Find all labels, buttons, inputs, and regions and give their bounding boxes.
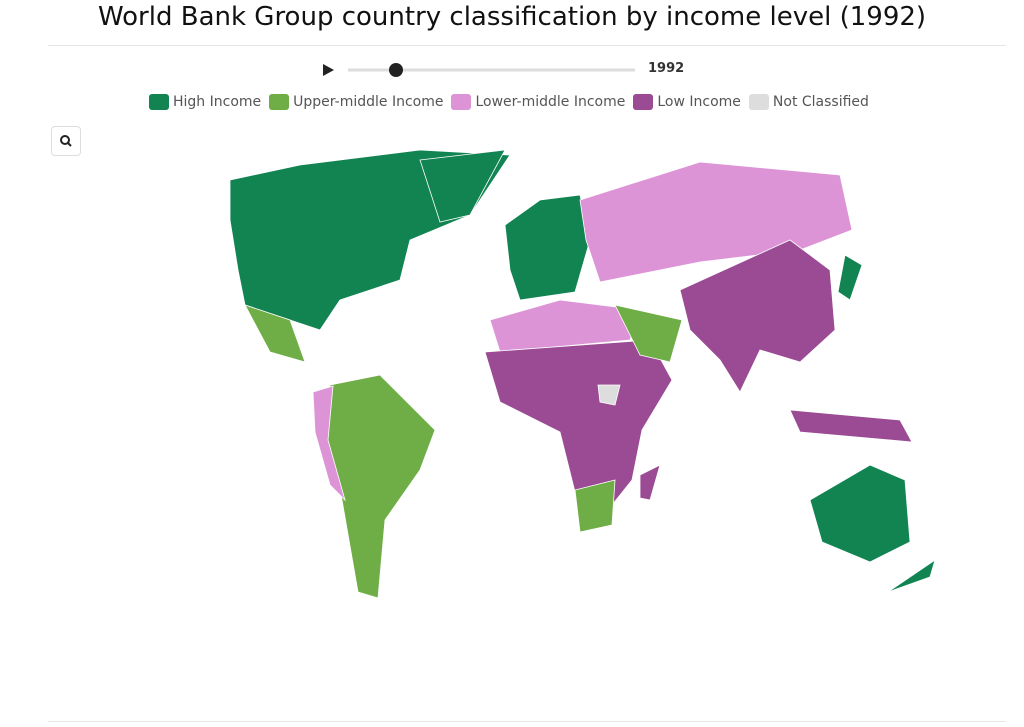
title: World Bank Group country classification … — [97, 2, 927, 32]
country-region[interactable] — [679, 239, 836, 393]
legend-item[interactable]: Low Income — [633, 94, 741, 110]
country-region[interactable] — [574, 479, 616, 533]
year-label: 1992 — [648, 61, 685, 76]
country-region[interactable] — [809, 464, 911, 563]
legend-swatch — [748, 94, 769, 110]
legend-label: Lower-middle Income — [475, 94, 626, 110]
play-button[interactable] — [323, 64, 334, 76]
legend-swatch — [149, 94, 169, 110]
legend-item[interactable]: High Income — [149, 94, 261, 110]
divider — [48, 721, 1006, 722]
legend-item[interactable]: Lower-middle Income — [451, 94, 625, 110]
legend-swatch — [451, 94, 472, 110]
country-region[interactable] — [419, 149, 506, 223]
legend-item[interactable]: Upper-middle Income — [269, 94, 443, 110]
legend-label: Upper-middle Income — [293, 94, 444, 110]
country-region[interactable] — [887, 559, 936, 593]
legend-swatch — [633, 94, 654, 110]
country-region[interactable] — [837, 254, 863, 301]
country-region[interactable] — [789, 409, 913, 443]
slider-knob[interactable] — [389, 63, 403, 77]
country-region[interactable] — [614, 304, 683, 363]
country-region[interactable] — [312, 385, 346, 502]
country-region[interactable] — [639, 464, 661, 501]
legend-item[interactable]: Not Classified — [748, 94, 869, 110]
country-region[interactable] — [504, 194, 591, 301]
legend-label: Low Income — [657, 94, 741, 110]
legend-label: Not Classified — [772, 94, 869, 110]
country-region[interactable] — [597, 384, 621, 406]
legend: High Income Upper-middle Income Lower-midd… — [149, 94, 869, 110]
divider — [48, 45, 1006, 46]
legend-swatch — [269, 94, 290, 110]
search-button[interactable] — [51, 126, 81, 156]
legend-label: High Income — [173, 94, 262, 110]
country-region[interactable] — [244, 304, 306, 363]
